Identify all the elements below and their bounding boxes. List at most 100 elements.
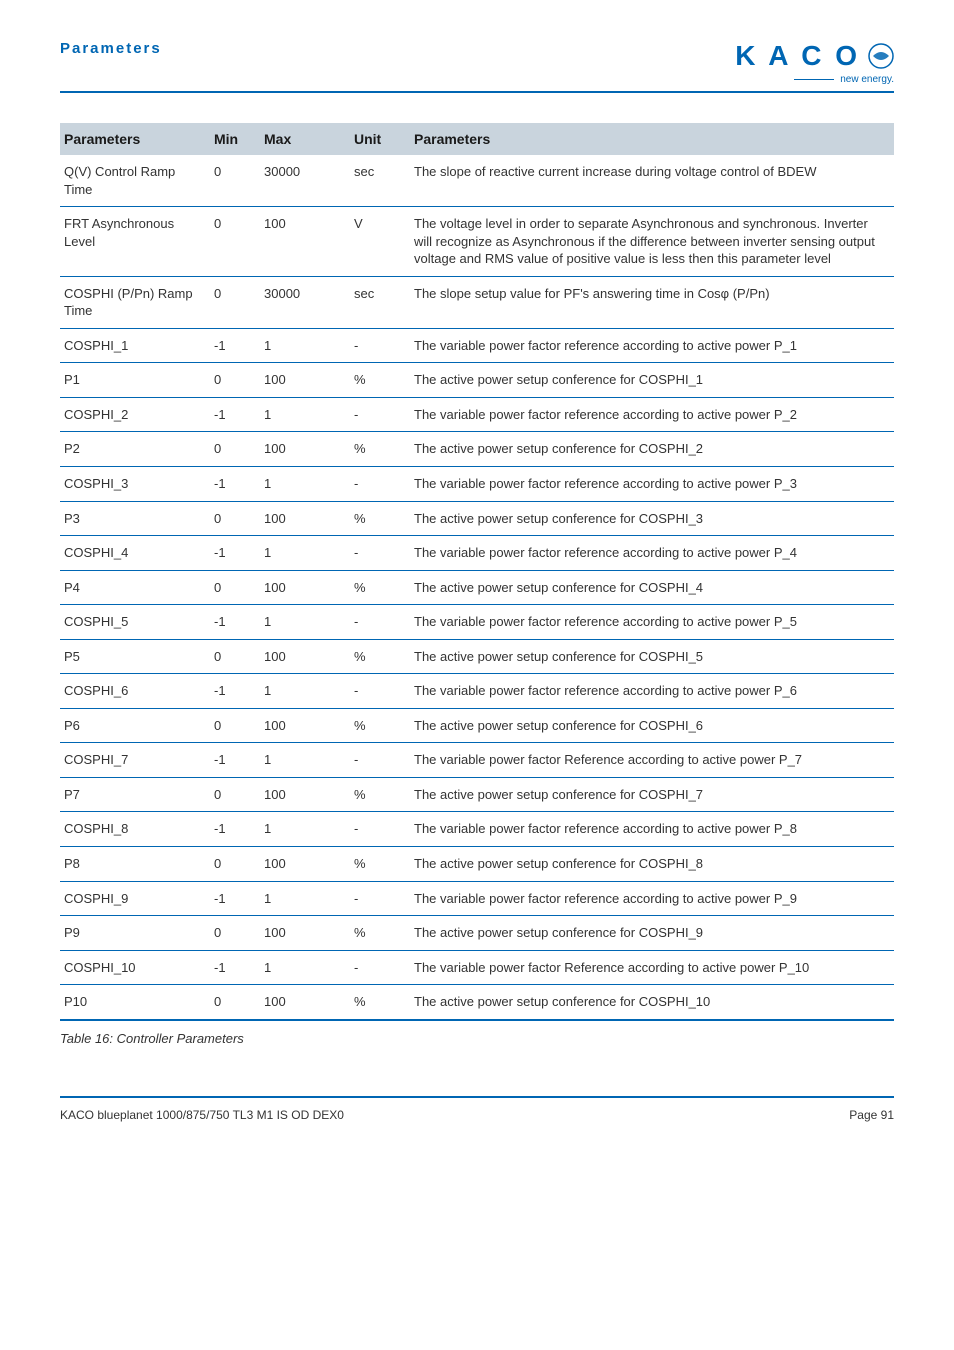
col-header-max: Max [260,123,350,155]
cell-max: 30000 [260,155,350,207]
cell-min: 0 [210,207,260,277]
cell-min: 0 [210,916,260,951]
cell-desc: The variable power factor reference acco… [410,536,894,571]
cell-desc: The active power setup conference for CO… [410,570,894,605]
table-row: P80100%The active power setup conference… [60,847,894,882]
logo-main: K A C O [735,40,894,72]
table-row: P30100%The active power setup conference… [60,501,894,536]
cell-param: COSPHI_5 [60,605,210,640]
cell-desc: The variable power factor Reference acco… [410,950,894,985]
cell-param: FRT Asynchronous Level [60,207,210,277]
cell-param: P9 [60,916,210,951]
cell-max: 100 [260,432,350,467]
cell-unit: % [350,639,410,674]
footer-left: KACO blueplanet 1000/875/750 TL3 M1 IS O… [60,1108,344,1122]
cell-min: 0 [210,708,260,743]
cell-desc: The active power setup conference for CO… [410,501,894,536]
cell-param: P3 [60,501,210,536]
cell-desc: The variable power factor reference acco… [410,328,894,363]
table-row: COSPHI_10-11-The variable power factor R… [60,950,894,985]
cell-max: 100 [260,985,350,1020]
table-row: COSPHI_2-11-The variable power factor re… [60,397,894,432]
cell-param: COSPHI_7 [60,743,210,778]
footer-rule [60,1096,894,1098]
cell-max: 100 [260,777,350,812]
cell-unit: % [350,708,410,743]
cell-desc: The variable power factor reference acco… [410,605,894,640]
cell-param: COSPHI_10 [60,950,210,985]
table-row: P100100%The active power setup conferenc… [60,985,894,1020]
logo-sub-rule [794,79,834,80]
col-header-min: Min [210,123,260,155]
table-row: Q(V) Control Ramp Time030000secThe slope… [60,155,894,207]
cell-desc: The active power setup conference for CO… [410,916,894,951]
cell-desc: The slope of reactive current increase d… [410,155,894,207]
cell-unit: V [350,207,410,277]
table-header-row: Parameters Min Max Unit Parameters [60,123,894,155]
cell-param: P1 [60,363,210,398]
cell-unit: % [350,985,410,1020]
cell-unit: - [350,467,410,502]
cell-min: 0 [210,639,260,674]
cell-max: 100 [260,916,350,951]
brand-logo: K A C O new energy. [735,40,894,85]
table-row: COSPHI_7-11-The variable power factor Re… [60,743,894,778]
cell-min: -1 [210,950,260,985]
cell-max: 1 [260,812,350,847]
cell-param: COSPHI_8 [60,812,210,847]
cell-unit: % [350,847,410,882]
cell-desc: The active power setup conference for CO… [410,708,894,743]
cell-max: 1 [260,467,350,502]
cell-unit: - [350,328,410,363]
col-header-parameters: Parameters [60,123,210,155]
cell-max: 1 [260,536,350,571]
cell-min: 0 [210,570,260,605]
table-row: P70100%The active power setup conference… [60,777,894,812]
cell-desc: The variable power factor Reference acco… [410,743,894,778]
cell-max: 100 [260,363,350,398]
cell-max: 1 [260,881,350,916]
cell-desc: The variable power factor reference acco… [410,397,894,432]
cell-max: 30000 [260,276,350,328]
section-title: Parameters [60,40,162,57]
cell-param: COSPHI_3 [60,467,210,502]
cell-min: 0 [210,155,260,207]
cell-param: P7 [60,777,210,812]
table-row: P90100%The active power setup conference… [60,916,894,951]
cell-param: COSPHI_9 [60,881,210,916]
page-header: Parameters K A C O new energy. [60,40,894,85]
cell-unit: % [350,777,410,812]
table-row: P10100%The active power setup conference… [60,363,894,398]
table-row: COSPHI_9-11-The variable power factor re… [60,881,894,916]
cell-min: -1 [210,536,260,571]
cell-unit: % [350,570,410,605]
cell-max: 1 [260,605,350,640]
cell-max: 1 [260,674,350,709]
table-row: COSPHI_6-11-The variable power factor re… [60,674,894,709]
cell-unit: % [350,916,410,951]
cell-param: P4 [60,570,210,605]
table-row: COSPHI_8-11-The variable power factor re… [60,812,894,847]
cell-desc: The slope setup value for PF's answering… [410,276,894,328]
table-row: COSPHI_1-11-The variable power factor re… [60,328,894,363]
cell-unit: - [350,536,410,571]
cell-unit: - [350,950,410,985]
logo-text: K A C O [735,40,860,72]
table-row: COSPHI_4-11-The variable power factor re… [60,536,894,571]
page-footer: KACO blueplanet 1000/875/750 TL3 M1 IS O… [60,1096,894,1122]
cell-param: P5 [60,639,210,674]
footer-right: Page 91 [849,1108,894,1122]
table-row: P40100%The active power setup conference… [60,570,894,605]
cell-unit: - [350,881,410,916]
logo-sub-text: new energy. [840,74,894,85]
table-row: P20100%The active power setup conference… [60,432,894,467]
cell-desc: The active power setup conference for CO… [410,432,894,467]
cell-min: -1 [210,328,260,363]
cell-desc: The active power setup conference for CO… [410,985,894,1020]
cell-unit: % [350,432,410,467]
cell-param: COSPHI_6 [60,674,210,709]
cell-unit: sec [350,276,410,328]
logo-subline: new energy. [794,74,894,85]
table-row: COSPHI_3-11-The variable power factor re… [60,467,894,502]
table-row: COSPHI_5-11-The variable power factor re… [60,605,894,640]
